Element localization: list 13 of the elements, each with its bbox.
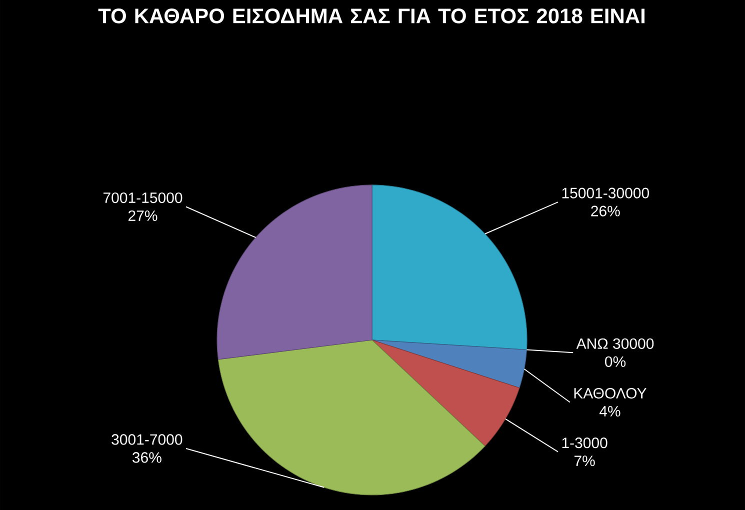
data-label: 36% [132, 452, 162, 463]
data-label: 27% [128, 210, 158, 222]
slice-label: 3001-7000 [112, 434, 182, 445]
slice-label: 7001-15000 [104, 192, 182, 204]
chart-title: ΤΟ ΚΑΘΑΡΟ ΕΙΣΟΔΗΜΑ ΣΑΣ ΓΙΑ ΤΟ ΕΤΟΣ 2018 ΕΙΝΑΙ [98, 8, 644, 24]
data-label: 26% [591, 206, 620, 216]
text: 0% [605, 356, 626, 367]
data-label: 4% [599, 406, 620, 417]
data-label: 7% [574, 456, 595, 466]
slice-label: 15001-30000 [562, 188, 650, 198]
slice-label: ΚΑΘΟΛΟΥ [574, 388, 646, 399]
slice-label: 1-3000 [562, 438, 608, 448]
legend-label: ΑΝΩ 30000 [576, 338, 654, 349]
